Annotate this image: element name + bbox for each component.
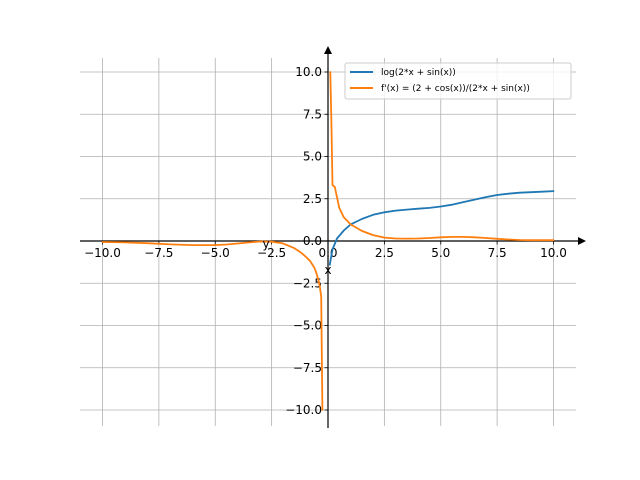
axes [80,46,586,428]
x-tick-label: −5.0 [201,246,230,260]
y-tick-label: 7.5 [303,107,322,121]
legend-box [344,62,572,100]
series-line-derivative [101,240,324,411]
x-tick-label: −7.5 [144,246,173,260]
y-tick-label: 2.5 [303,192,322,206]
y-tick-label: 10.0 [295,65,322,79]
x-axis-label-alt: y [262,237,269,251]
y-tick-label: −5.0 [293,319,322,333]
x-axis-label: x [324,263,331,277]
x-axis-arrow [578,237,586,245]
series-line-log [328,190,555,266]
y-tick-label: 0.0 [303,234,322,248]
x-tick-label: 5.0 [431,246,450,260]
series-layer [101,71,555,411]
series-line-derivative [329,71,555,242]
x-tick-label: 0.0 [318,246,337,260]
x-tick-label: −10.0 [84,246,121,260]
legend-label-log: log(2*x + sin(x)) [381,68,456,78]
x-tick-label: 2.5 [375,246,394,260]
tick-labels: −10.0 −7.5 −5.0 −2.5 0.0 2.5 5.0 7.5 10.0 −10.0 −7… [84,65,567,417]
legend: log(2*x + sin(x)) f'(x) = (2 + cos(x))/(… [344,62,572,100]
x-tick-label: −2.5 [257,246,286,260]
y-tick-label: −7.5 [293,361,322,375]
legend-label-derivative: f'(x) = (2 + cos(x))/(2*x + sin(x)) [381,84,530,94]
x-tick-label: 7.5 [488,246,507,260]
y-axis-arrow [324,46,332,54]
y-tick-label: 5.0 [303,150,322,164]
y-tick-label: −10.0 [285,403,322,417]
y-tick-label: −2.5 [293,276,322,290]
x-tick-label: 10.0 [540,246,567,260]
